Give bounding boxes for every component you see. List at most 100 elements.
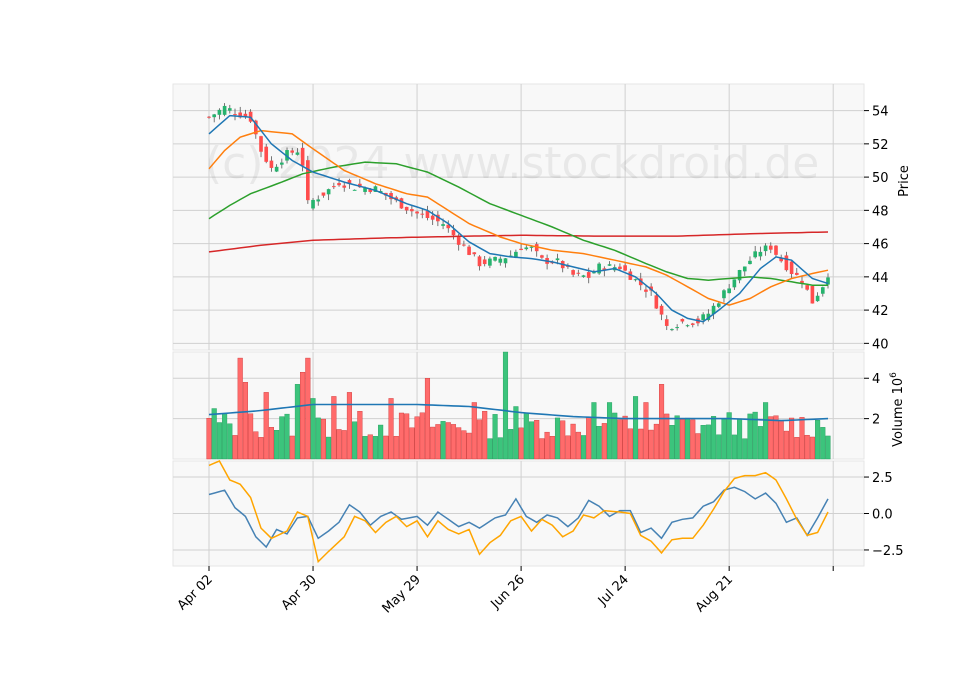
price-panel: (c) 2024 www.stockdroid.de 4042444648505… xyxy=(172,83,912,352)
candle-body xyxy=(337,183,341,186)
candle-body xyxy=(805,285,810,290)
volume-bar xyxy=(367,434,373,460)
volume-bar xyxy=(398,412,405,460)
candle-body xyxy=(664,319,669,326)
volume-average-line xyxy=(208,403,829,422)
candle-body xyxy=(644,289,648,292)
volume-bar xyxy=(695,433,701,460)
volume-bar xyxy=(596,426,602,460)
volume-bar xyxy=(289,435,295,460)
volume-panel: 24 Volume 106 xyxy=(172,351,906,460)
candle-body xyxy=(321,192,326,196)
volume-bar xyxy=(502,351,509,460)
volume-bar xyxy=(539,438,545,460)
volume-bar xyxy=(274,430,280,460)
candle-body xyxy=(628,271,633,280)
volume-bar xyxy=(591,402,597,460)
candle-body xyxy=(368,189,373,192)
volume-bar xyxy=(653,423,659,460)
candle-body xyxy=(363,187,367,192)
candle-body xyxy=(253,120,258,135)
volume-bar xyxy=(430,426,436,460)
candle-body xyxy=(654,295,659,309)
volume-bar xyxy=(253,431,259,460)
candle-body xyxy=(784,255,789,271)
candle-body xyxy=(550,262,555,264)
candle-body xyxy=(540,255,544,258)
volume-bar xyxy=(326,436,332,460)
volume-bar xyxy=(305,357,311,460)
volume-bar xyxy=(482,411,488,460)
volume-axis-label-text: Volume 10 xyxy=(891,378,906,447)
volume-bar xyxy=(612,412,618,460)
candle-body xyxy=(467,246,471,255)
candle-body xyxy=(711,305,716,315)
volume-bar xyxy=(414,416,420,460)
volume-bar xyxy=(809,436,815,460)
candle-body xyxy=(243,113,248,118)
volume-bar xyxy=(570,423,576,460)
candle-body xyxy=(581,275,586,277)
volume-bar xyxy=(669,425,675,460)
candle-body xyxy=(732,279,737,288)
candle-body xyxy=(347,180,352,185)
volume-bar xyxy=(601,423,607,460)
candle-body xyxy=(482,259,487,265)
volume-bar xyxy=(310,398,316,460)
candle-body xyxy=(789,261,794,275)
candle-body xyxy=(659,305,664,315)
volume-bar xyxy=(679,419,685,460)
candle-body xyxy=(264,146,269,162)
candle-body xyxy=(488,258,492,266)
candle-body xyxy=(722,290,726,299)
volume-bar xyxy=(461,430,467,460)
candle-body xyxy=(623,265,627,271)
candle-body xyxy=(316,199,321,202)
volume-bar xyxy=(544,431,550,460)
x-tick-label: Jun 26 xyxy=(488,572,528,612)
volume-bar xyxy=(362,436,368,460)
candle-body xyxy=(592,272,596,274)
volume-axis-label: Volume 106 xyxy=(889,372,906,447)
candle-body xyxy=(295,152,300,155)
candle-body xyxy=(675,327,679,329)
y-tick-label: 42 xyxy=(872,304,889,319)
volume-bar xyxy=(565,435,571,460)
candle-body xyxy=(820,287,825,294)
candle-body xyxy=(306,160,310,201)
volume-bar xyxy=(388,398,394,460)
candle-body xyxy=(680,318,685,322)
volume-bar xyxy=(206,417,212,460)
volume-bar xyxy=(445,422,451,460)
volume-bar xyxy=(393,436,399,460)
volume-bar xyxy=(742,438,748,460)
x-tick-label: Jul 24 xyxy=(595,572,632,609)
volume-bar xyxy=(341,430,347,460)
volume-bar xyxy=(638,428,644,460)
candle-body xyxy=(716,303,721,307)
candle-body xyxy=(748,260,752,265)
moving-averages xyxy=(208,114,829,323)
candle-body xyxy=(233,114,237,116)
volume-bar xyxy=(648,429,654,460)
volume-bar xyxy=(690,419,696,460)
volume-bar xyxy=(508,429,514,460)
volume-bar xyxy=(263,392,269,460)
volume-bar xyxy=(331,396,337,460)
candle-body xyxy=(332,186,336,188)
candle-body xyxy=(399,198,404,209)
candle-body xyxy=(472,252,477,255)
volume-bar xyxy=(534,420,540,460)
volume-bar xyxy=(768,416,774,460)
volume-bar xyxy=(300,371,306,460)
x-tick-label: Apr 30 xyxy=(279,572,320,613)
volume-average xyxy=(208,403,829,422)
volume-bar xyxy=(242,382,248,460)
volume-bar xyxy=(466,432,472,460)
volume-bar xyxy=(586,416,592,460)
candle-body xyxy=(597,263,601,274)
candle-body xyxy=(222,105,227,115)
candle-body xyxy=(768,245,773,250)
sma-200-line xyxy=(208,231,829,253)
